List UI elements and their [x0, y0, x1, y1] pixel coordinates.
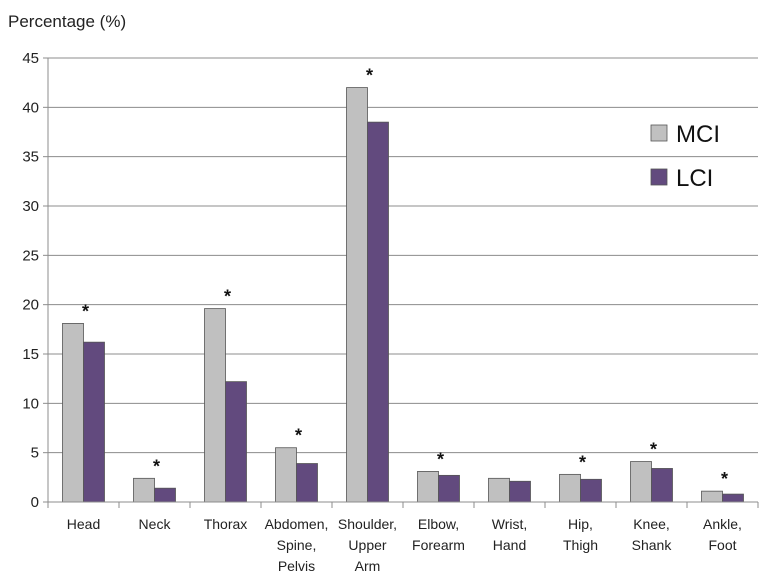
y-axis-label: Percentage (%) — [8, 12, 126, 31]
x-tick-label: Wrist, Hand — [492, 516, 528, 553]
grid-lines — [48, 57, 758, 503]
significance-star: * — [153, 456, 160, 476]
bar-mci — [275, 447, 297, 503]
bars — [62, 87, 744, 503]
y-axis-ticks: 0 5 10 15 20 25 30 35 40 45 — [22, 50, 48, 511]
bar-mci — [559, 473, 581, 503]
significance-star: * — [579, 452, 586, 472]
legend-label-lci: LCI — [676, 165, 713, 192]
significance-star: * — [82, 301, 89, 321]
x-tick-label: Knee, Shank — [632, 516, 673, 553]
legend: MCI LCI — [650, 121, 720, 192]
bar-mci — [133, 477, 155, 503]
significance-star: * — [224, 287, 231, 307]
x-tick-label: Abdomen, Spine, Pelvis — [265, 516, 329, 572]
x-tick-label: Shoulder, Upper Arm — [338, 516, 397, 572]
x-tick-label: Elbow, Forearm — [412, 516, 465, 553]
bar-lci — [509, 480, 531, 503]
y-tick-label: 20 — [22, 297, 39, 314]
x-axis: Head Neck Thorax Abdomen, Spine, PelvisShould… — [47, 58, 759, 572]
bar-lci — [367, 121, 389, 503]
legend-swatch-mci — [650, 124, 668, 142]
bar-lci — [438, 474, 460, 503]
significance-star: * — [437, 449, 444, 469]
bar-mci — [417, 471, 439, 503]
bar-lci — [83, 341, 105, 503]
bar-mci — [346, 87, 368, 503]
bar-lci — [580, 478, 602, 503]
bar-mci — [630, 461, 652, 503]
bar-lci — [296, 463, 318, 503]
y-tick-label: 5 — [31, 445, 39, 462]
bar-lci — [651, 468, 673, 503]
legend-swatch-lci — [650, 168, 668, 186]
bar-lci — [722, 493, 744, 503]
y-tick-label: 45 — [22, 50, 39, 67]
y-tick-label: 30 — [22, 198, 39, 215]
bar-mci — [701, 490, 723, 503]
significance-star: * — [366, 66, 373, 86]
x-tick-label: Thorax — [204, 516, 248, 532]
bar-lci — [154, 487, 176, 503]
x-tick-label: Neck — [139, 516, 172, 532]
x-tick-label: Head — [67, 516, 100, 532]
bar-lci — [225, 381, 247, 503]
y-tick-label: 25 — [22, 247, 39, 264]
legend-label-mci: MCI — [676, 121, 720, 148]
y-tick-label: 40 — [22, 99, 39, 116]
x-tick-label: Hip, Thigh — [563, 516, 598, 553]
significance-star: * — [650, 440, 657, 460]
y-tick-label: 0 — [31, 494, 39, 511]
y-tick-label: 10 — [22, 395, 39, 412]
significance-star: * — [721, 469, 728, 489]
y-tick-label: 15 — [22, 346, 39, 363]
bar-mci — [204, 308, 226, 503]
significance-markers: * * * * * * * * * — [82, 66, 728, 490]
bar-mci — [62, 323, 84, 503]
y-tick-label: 35 — [22, 149, 39, 166]
bar-mci — [488, 477, 510, 503]
significance-star: * — [295, 426, 302, 446]
x-tick-label: Ankle, Foot — [703, 516, 742, 553]
